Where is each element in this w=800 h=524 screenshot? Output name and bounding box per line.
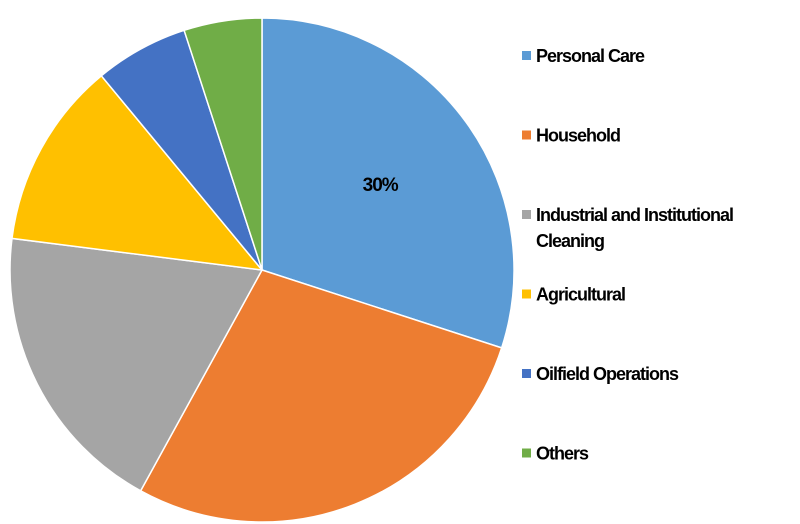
legend-swatch xyxy=(522,210,531,219)
legend-swatch xyxy=(522,289,531,299)
pie-slice-industrial-and-institutional-cleaning xyxy=(9,237,264,492)
legend-item-agricultural: Agricultural xyxy=(522,285,626,305)
data-label: 30% xyxy=(363,175,399,196)
legend-label: Industrial and Institutional Cleaning xyxy=(536,205,733,251)
legend-label: Oilfield Operations xyxy=(536,364,679,384)
data-labels: 30% xyxy=(363,175,400,196)
legend-label: Agricultural xyxy=(536,285,625,305)
legend-item-industrial-and-institutional-cleaning: Industrial and Institutional Cleaning xyxy=(522,205,734,251)
legend-item-household: Household xyxy=(522,126,621,146)
legend-swatch xyxy=(522,369,531,378)
pie-slice-household xyxy=(139,269,503,523)
pie-slice-agricultural xyxy=(11,74,264,271)
legend-item-others: Others xyxy=(522,444,590,464)
pie-slice-others xyxy=(183,17,263,271)
legend-swatch xyxy=(522,130,531,140)
legend-label: Others xyxy=(536,444,589,464)
pie-slice-personal-care xyxy=(261,17,515,349)
legend: Personal Care Household Industrial and Ins… xyxy=(522,46,734,464)
legend-swatch xyxy=(522,448,531,458)
legend-item-personal-care: Personal Care xyxy=(522,46,646,66)
legend-swatch xyxy=(522,51,531,60)
legend-item-oilfield-operations: Oilfield Operations xyxy=(522,364,680,384)
legend-label: Household xyxy=(536,126,620,146)
pie-slices xyxy=(9,17,515,523)
legend-label: Personal Care xyxy=(536,46,645,66)
